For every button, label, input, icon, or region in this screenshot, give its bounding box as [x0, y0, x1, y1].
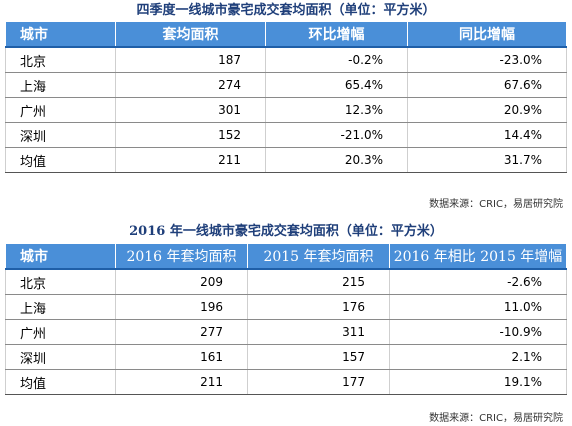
avg-area-2016-cell: 277	[115, 319, 248, 345]
avg-area-2015-cell: 215	[247, 269, 390, 295]
mom-change-cell: 12.3%	[265, 97, 408, 123]
yoy-change-cell: 31.7%	[407, 147, 567, 173]
avg-area-cell: 301	[115, 97, 266, 123]
column-header-city: 城市	[5, 243, 116, 270]
table1-header-row: 城市 套均面积 环比增幅 同比增幅	[5, 21, 567, 48]
column-header-yoy-change: 2016 年相比 2015 年增幅	[389, 243, 567, 270]
table1-source-note: 数据来源：CRIC，易居研究院	[429, 199, 563, 210]
avg-area-2016-cell: 211	[115, 369, 248, 395]
mom-change-cell: -21.0%	[265, 122, 408, 148]
column-header-avg-area: 套均面积	[115, 21, 266, 48]
column-header-yoy-change: 同比增幅	[407, 21, 567, 48]
table-row: 广州 277 311 -10.9%	[5, 319, 567, 345]
yoy-change-cell: 67.6%	[407, 72, 567, 98]
city-cell: 均值	[5, 147, 116, 173]
table-row: 北京 209 215 -2.6%	[5, 269, 567, 295]
yoy-change-cell: -23.0%	[407, 47, 567, 73]
yoy-change-cell: 14.4%	[407, 122, 567, 148]
avg-area-2015-cell: 176	[247, 294, 390, 320]
city-cell: 均值	[5, 369, 116, 395]
avg-area-cell: 152	[115, 122, 266, 148]
change-cell: 11.0%	[389, 294, 567, 320]
change-cell: -10.9%	[389, 319, 567, 345]
table-row: 深圳 152 -21.0% 14.4%	[5, 122, 567, 148]
city-cell: 广州	[5, 319, 116, 345]
table2: 城市 2016 年套均面积 2015 年套均面积 2016 年相比 2015 年…	[5, 243, 567, 395]
mom-change-cell: 65.4%	[265, 72, 408, 98]
table-row: 广州 301 12.3% 20.9%	[5, 97, 567, 123]
column-header-mom-change: 环比增幅	[265, 21, 408, 48]
column-header-2016-avg-area: 2016 年套均面积	[115, 243, 248, 270]
avg-area-2015-cell: 157	[247, 344, 390, 370]
change-cell: -2.6%	[389, 269, 567, 295]
table-row: 均值 211 177 19.1%	[5, 369, 567, 395]
avg-area-2016-cell: 209	[115, 269, 248, 295]
change-cell: 2.1%	[389, 344, 567, 370]
avg-area-2015-cell: 177	[247, 369, 390, 395]
column-header-2015-avg-area: 2015 年套均面积	[247, 243, 390, 270]
mom-change-cell: 20.3%	[265, 147, 408, 173]
avg-area-2016-cell: 196	[115, 294, 248, 320]
table2-header-row: 城市 2016 年套均面积 2015 年套均面积 2016 年相比 2015 年…	[5, 243, 567, 270]
table2-source-note: 数据来源：CRIC，易居研究院	[429, 413, 563, 424]
city-cell: 北京	[5, 269, 116, 295]
yoy-change-cell: 20.9%	[407, 97, 567, 123]
table1-title: 四季度一线城市豪宅成交套均面积（单位：平方米）	[136, 3, 436, 18]
avg-area-2016-cell: 161	[115, 344, 248, 370]
table-row: 深圳 161 157 2.1%	[5, 344, 567, 370]
city-cell: 上海	[5, 72, 116, 98]
table2-title: 2016 年一线城市豪宅成交套均面积（单位：平方米）	[129, 224, 443, 239]
table1: 城市 套均面积 环比增幅 同比增幅 北京 187 -0.2% -23.0% 上海…	[5, 21, 567, 173]
avg-area-cell: 274	[115, 72, 266, 98]
mom-change-cell: -0.2%	[265, 47, 408, 73]
column-header-city: 城市	[5, 21, 116, 48]
table-row: 上海 196 176 11.0%	[5, 294, 567, 320]
city-cell: 深圳	[5, 344, 116, 370]
avg-area-cell: 211	[115, 147, 266, 173]
city-cell: 上海	[5, 294, 116, 320]
table-row: 上海 274 65.4% 67.6%	[5, 72, 567, 98]
avg-area-cell: 187	[115, 47, 266, 73]
city-cell: 深圳	[5, 122, 116, 148]
city-cell: 广州	[5, 97, 116, 123]
avg-area-2015-cell: 311	[247, 319, 390, 345]
table-row: 均值 211 20.3% 31.7%	[5, 147, 567, 173]
change-cell: 19.1%	[389, 369, 567, 395]
city-cell: 北京	[5, 47, 116, 73]
table-row: 北京 187 -0.2% -23.0%	[5, 47, 567, 73]
